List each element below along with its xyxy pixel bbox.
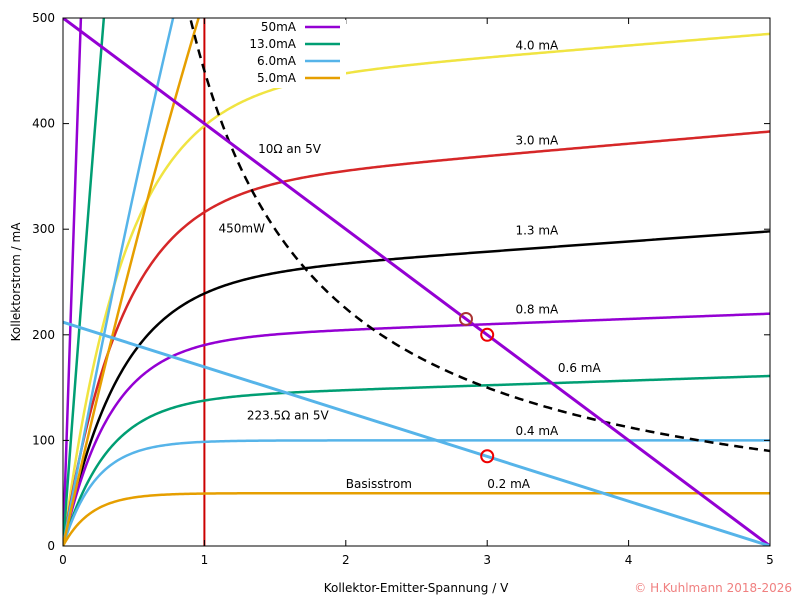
characteristic-curve — [63, 312, 770, 546]
legend: 50mA 13.0mA 6.0mA 5.0mA — [249, 20, 346, 88]
legend-label: 13.0mA — [249, 37, 296, 51]
x-tick-label: 0 — [59, 553, 67, 567]
plot-frame — [62, 17, 771, 547]
labels-layer: 10Ω an 5V 223.5Ω an 5V 4.0 mA 3.0 mA 1.3 mA 0… — [219, 39, 602, 491]
y-tick-label: 300 — [32, 222, 55, 236]
ticks-layer: 0 1 2 3 4 5 0 100 200 300 400 500 — [32, 11, 774, 567]
copyright-text: © H.Kuhlmann 2018-2026 — [634, 581, 792, 595]
y-tick-label: 100 — [32, 433, 55, 447]
characteristic-curve — [63, 439, 770, 546]
operating-point — [480, 327, 495, 342]
curve-label: 0.4 mA — [515, 424, 559, 438]
characteristic-curve — [63, 18, 200, 546]
legend-label: 6.0mA — [257, 54, 297, 68]
load-line — [63, 320, 770, 546]
y-tick-label: 500 — [32, 11, 55, 25]
y-tick-label: 0 — [47, 539, 55, 553]
characteristic-curve — [63, 32, 770, 546]
characteristic-curve — [63, 374, 770, 546]
characteristic-curve — [63, 491, 770, 546]
curve-label: 0.6 mA — [558, 361, 602, 375]
legend-label: 50mA — [261, 20, 297, 34]
legend-label: 5.0mA — [257, 71, 297, 85]
curve-label: 4.0 mA — [515, 39, 559, 53]
x-tick-label: 4 — [625, 553, 633, 567]
curves-layer — [63, 18, 770, 546]
y-tick-label: 200 — [32, 328, 55, 342]
x-tick-label: 2 — [342, 553, 350, 567]
x-tick-label: 1 — [201, 553, 209, 567]
curve-label: 1.3 mA — [515, 223, 559, 237]
curve-label: 0.2 mA — [487, 477, 531, 491]
characteristic-curve — [63, 230, 770, 546]
operating-point — [480, 449, 495, 464]
y-axis-label: Kollektorstrom / mA — [9, 222, 23, 342]
power-label: 450mW — [219, 221, 266, 235]
load-line-label: 10Ω an 5V — [258, 142, 322, 156]
x-tick-label: 5 — [766, 553, 774, 567]
curve-label: 0.8 mA — [515, 303, 559, 317]
x-axis-label: Kollektor-Emitter-Spannung / V — [324, 581, 509, 595]
x-tick-label: 3 — [483, 553, 491, 567]
characteristic-curve — [63, 130, 770, 546]
y-tick-label: 400 — [32, 117, 55, 131]
operating-point — [458, 311, 473, 326]
legend-background — [250, 20, 346, 88]
curve-label: 3.0 mA — [515, 134, 559, 148]
power-hyperbola — [188, 18, 770, 453]
load-line — [63, 18, 770, 546]
load-line-label: 223.5Ω an 5V — [247, 408, 330, 422]
basis-label: Basisstrom — [346, 477, 412, 491]
